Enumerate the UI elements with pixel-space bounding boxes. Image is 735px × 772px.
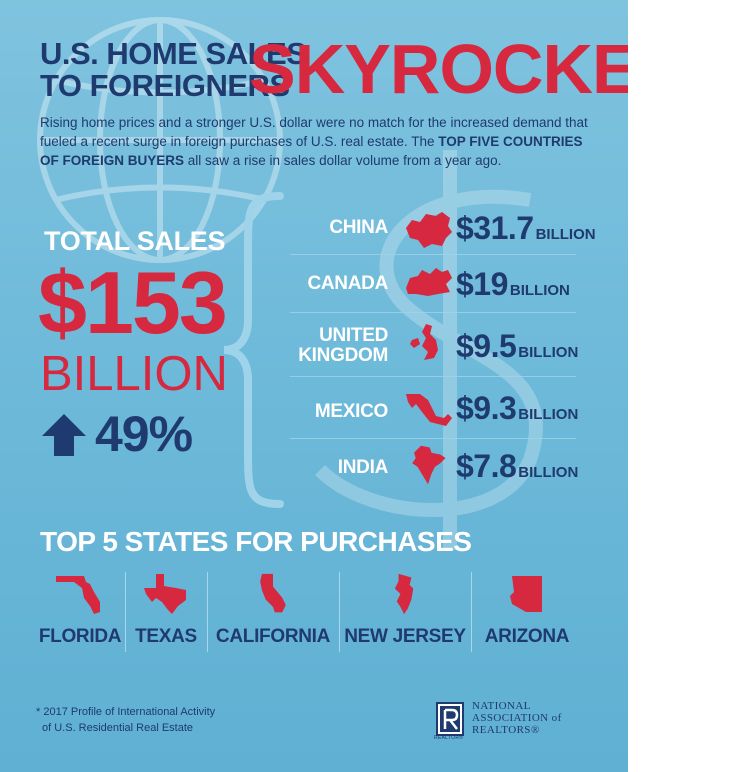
country-row-united-kingdom: UNITED KINGDOM $9.5 BILLION: [290, 316, 578, 372]
california-map-icon: [260, 573, 286, 613]
country-amount-value: $31.7: [456, 210, 534, 246]
country-amount: $19 BILLION: [456, 266, 570, 303]
total-sales-unit: BILLION: [40, 347, 228, 401]
mexico-map-icon: [406, 394, 452, 426]
intro-text-2: all saw a rise in sales dollar volume fr…: [184, 153, 502, 168]
divider: [290, 438, 576, 439]
country-amount-unit: BILLION: [518, 344, 579, 361]
country-name: MEXICO: [314, 401, 388, 422]
canada-map-icon: [406, 268, 452, 296]
brace-decoration: [223, 192, 284, 508]
organization-name: NATIONAL ASSOCIATION of REALTORS®: [472, 700, 562, 736]
country-amount-unit: BILLION: [509, 282, 570, 299]
state-new-jersey: NEW JERSEY: [340, 568, 470, 658]
org-line-3: REALTORS®: [472, 724, 540, 736]
total-change-percent: 49%: [95, 406, 193, 462]
country-amount-unit: BILLION: [535, 226, 596, 243]
divider: [471, 572, 472, 652]
infographic: U.S. HOME SALES TO FOREIGNERS SKYROCKET …: [0, 0, 628, 772]
dollar-sign-icon: [315, 150, 543, 550]
divider: [290, 376, 576, 377]
state-name: TEXAS: [135, 626, 197, 647]
country-row-india: INDIA $7.8 BILLION: [290, 442, 578, 498]
state-california: CALIFORNIA: [208, 568, 338, 658]
divider: [125, 572, 126, 652]
intro-text-1: Rising home prices and a stronger U.S. d…: [40, 115, 588, 149]
country-amount: $9.3 BILLION: [456, 390, 578, 427]
country-name-line-2: KINGDOM: [298, 345, 388, 366]
divider: [339, 572, 340, 652]
total-sales-label: TOTAL SALES: [44, 226, 226, 256]
divider: [290, 254, 576, 255]
intro-paragraph: Rising home prices and a stronger U.S. d…: [40, 113, 600, 170]
footnote-line-2: of U.S. Residential Real Estate: [42, 722, 194, 734]
country-amount-value: $9.5: [456, 328, 517, 364]
total-sales-amount: $153: [38, 253, 228, 352]
state-texas: TEXAS: [126, 568, 206, 658]
state-florida: FLORIDA: [36, 568, 124, 658]
china-map-icon: [406, 212, 452, 248]
country-amount: $9.5 BILLION: [456, 328, 578, 365]
country-amount-value: $19: [456, 266, 508, 302]
org-line-1: NATIONAL: [472, 700, 531, 712]
uk-map-icon: [410, 324, 438, 360]
state-name: ARIZONA: [484, 626, 570, 647]
country-amount-value: $7.8: [456, 448, 517, 484]
country-row-canada: CANADA $19 BILLION: [290, 256, 576, 312]
state-arizona: ARIZONA: [472, 568, 582, 658]
divider: [290, 312, 576, 313]
country-name: CHINA: [329, 217, 388, 238]
title-emphasis: SKYROCKET: [249, 30, 628, 108]
florida-map-icon: [56, 576, 100, 614]
country-amount-unit: BILLION: [518, 406, 579, 423]
country-amount-value: $9.3: [456, 390, 517, 426]
country-name: UNITED KINGDOM: [298, 326, 388, 366]
logo-caption: REALTOR®: [434, 735, 464, 741]
country-name: INDIA: [337, 457, 389, 478]
texas-map-icon: [144, 574, 186, 614]
arizona-map-icon: [510, 576, 542, 612]
globe-icon: [37, 17, 283, 263]
realtor-logo-icon: [436, 702, 464, 736]
country-amount-unit: BILLION: [518, 464, 579, 481]
new-jersey-map-icon: [394, 573, 414, 615]
country-amount: $31.7 BILLION: [456, 210, 596, 247]
divider: [207, 572, 208, 652]
country-row-mexico: MEXICO $9.3 BILLION: [290, 382, 578, 438]
state-name: CALIFORNIA: [215, 626, 331, 647]
intro-bold: TOP FIVE COUNTRIES OF FOREIGN BUYERS: [40, 134, 583, 168]
india-map-icon: [412, 445, 446, 485]
state-name: FLORIDA: [38, 626, 122, 647]
title-line-2: TO FOREIGNERS: [40, 68, 290, 103]
states-title: TOP 5 STATES FOR PURCHASES: [40, 526, 472, 557]
country-row-china: CHINA $31.7 BILLION: [290, 200, 596, 256]
footnote-line-1: * 2017 Profile of International Activity: [36, 706, 216, 718]
org-line-2: ASSOCIATION of: [472, 712, 562, 724]
title-line-1: U.S. HOME SALES: [40, 36, 307, 71]
country-amount: $7.8 BILLION: [456, 448, 578, 485]
country-name: CANADA: [307, 273, 388, 294]
country-name-line-1: UNITED: [319, 325, 388, 346]
state-name: NEW JERSEY: [344, 626, 466, 647]
footnote: * 2017 Profile of International Activity…: [36, 704, 215, 736]
up-arrow-icon: [42, 414, 86, 456]
